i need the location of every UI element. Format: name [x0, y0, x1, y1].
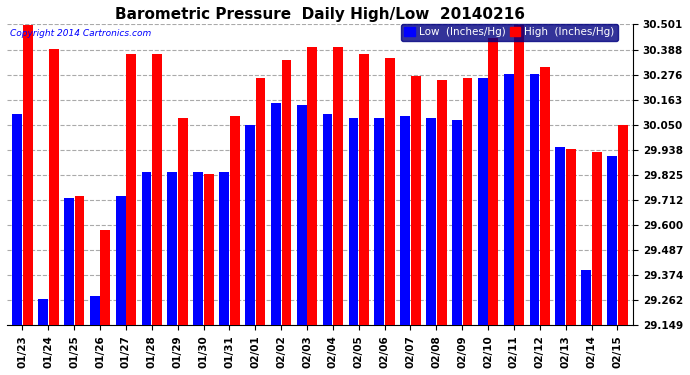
- Bar: [375, 118, 384, 326]
- Bar: [555, 147, 565, 326]
- Bar: [168, 172, 177, 326]
- Bar: [540, 67, 550, 326]
- Bar: [204, 174, 214, 326]
- Text: Copyright 2014 Cartronics.com: Copyright 2014 Cartronics.com: [10, 29, 151, 38]
- Bar: [245, 125, 255, 326]
- Bar: [452, 120, 462, 326]
- Bar: [90, 296, 99, 326]
- Bar: [489, 38, 498, 326]
- Bar: [178, 118, 188, 326]
- Bar: [618, 125, 628, 326]
- Bar: [411, 76, 421, 326]
- Bar: [359, 54, 369, 326]
- Bar: [348, 118, 358, 326]
- Bar: [282, 60, 291, 326]
- Bar: [23, 25, 32, 326]
- Bar: [219, 172, 229, 326]
- Bar: [400, 116, 410, 326]
- Bar: [385, 58, 395, 326]
- Bar: [12, 114, 22, 326]
- Bar: [592, 152, 602, 326]
- Bar: [530, 74, 540, 326]
- Bar: [49, 49, 59, 326]
- Bar: [308, 47, 317, 326]
- Bar: [426, 118, 436, 326]
- Bar: [566, 149, 576, 326]
- Bar: [514, 25, 524, 326]
- Bar: [64, 198, 74, 326]
- Title: Barometric Pressure  Daily High/Low  20140216: Barometric Pressure Daily High/Low 20140…: [115, 7, 525, 22]
- Bar: [230, 116, 239, 326]
- Bar: [141, 172, 151, 326]
- Bar: [607, 156, 617, 326]
- Bar: [256, 78, 266, 326]
- Bar: [323, 114, 333, 326]
- Bar: [116, 196, 126, 326]
- Bar: [193, 172, 203, 326]
- Bar: [437, 80, 446, 326]
- Legend: Low  (Inches/Hg), High  (Inches/Hg): Low (Inches/Hg), High (Inches/Hg): [401, 24, 618, 41]
- Bar: [75, 196, 84, 326]
- Bar: [462, 78, 473, 326]
- Bar: [297, 105, 306, 326]
- Bar: [126, 54, 136, 326]
- Bar: [38, 298, 48, 326]
- Bar: [333, 47, 343, 326]
- Bar: [101, 230, 110, 326]
- Bar: [478, 78, 488, 326]
- Bar: [271, 103, 281, 326]
- Bar: [152, 54, 162, 326]
- Bar: [582, 270, 591, 326]
- Bar: [504, 74, 513, 326]
